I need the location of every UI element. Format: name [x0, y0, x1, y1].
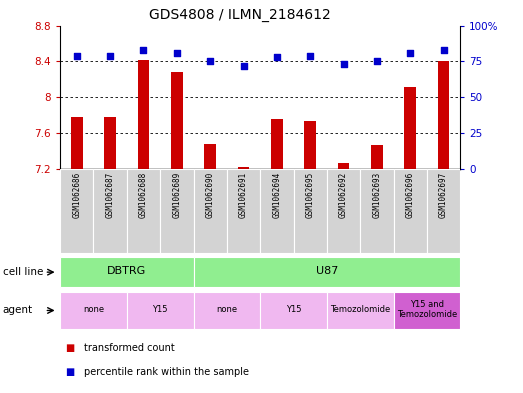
Text: GSM1062687: GSM1062687 — [106, 171, 115, 218]
Text: GSM1062692: GSM1062692 — [339, 171, 348, 218]
Bar — [60, 169, 94, 253]
Text: Y15: Y15 — [286, 305, 301, 314]
Bar — [94, 169, 127, 253]
Point — [306, 53, 314, 59]
Bar — [394, 292, 460, 329]
Text: GSM1062693: GSM1062693 — [372, 171, 381, 218]
Bar — [171, 72, 183, 169]
Text: GSM1062688: GSM1062688 — [139, 171, 148, 218]
Bar — [204, 144, 216, 169]
Bar — [160, 169, 194, 253]
Point — [272, 54, 281, 60]
Point — [139, 47, 147, 53]
Bar — [127, 292, 194, 329]
Bar — [227, 169, 260, 253]
Bar — [360, 169, 393, 253]
Bar — [304, 121, 316, 169]
Text: agent: agent — [3, 305, 33, 316]
Text: GSM1062689: GSM1062689 — [173, 171, 181, 218]
Bar — [260, 169, 293, 253]
Point — [106, 53, 115, 59]
Text: percentile rank within the sample: percentile rank within the sample — [84, 367, 248, 377]
Text: transformed count: transformed count — [84, 343, 175, 353]
Text: GSM1062696: GSM1062696 — [406, 171, 415, 218]
Bar — [127, 169, 160, 253]
Point — [206, 58, 214, 64]
Bar — [271, 119, 283, 169]
Bar — [327, 169, 360, 253]
Text: Y15 and
Temozolomide: Y15 and Temozolomide — [397, 300, 457, 320]
Bar — [194, 292, 260, 329]
Bar — [60, 257, 194, 287]
Point — [339, 61, 348, 68]
Bar — [427, 169, 460, 253]
Text: Temozolomide: Temozolomide — [330, 305, 390, 314]
Text: GSM1062690: GSM1062690 — [206, 171, 214, 218]
Text: none: none — [217, 305, 237, 314]
Bar — [260, 292, 327, 329]
Point — [439, 47, 448, 53]
Text: cell line: cell line — [3, 267, 43, 277]
Bar — [394, 169, 427, 253]
Point — [73, 53, 81, 59]
Text: ■: ■ — [65, 367, 75, 377]
Text: GSM1062695: GSM1062695 — [306, 171, 315, 218]
Text: U87: U87 — [316, 266, 338, 277]
Text: Y15: Y15 — [152, 305, 168, 314]
Bar — [194, 169, 227, 253]
Text: DBTRG: DBTRG — [107, 266, 146, 277]
Bar — [138, 60, 150, 169]
Text: GSM1062694: GSM1062694 — [272, 171, 281, 218]
Bar — [371, 145, 383, 169]
Bar — [60, 292, 127, 329]
Text: GSM1062697: GSM1062697 — [439, 171, 448, 218]
Bar — [404, 86, 416, 169]
Point — [240, 62, 248, 69]
Bar — [71, 117, 83, 169]
Text: GSM1062686: GSM1062686 — [72, 171, 81, 218]
Bar — [194, 257, 460, 287]
Title: GDS4808 / ILMN_2184612: GDS4808 / ILMN_2184612 — [149, 8, 331, 22]
Point — [406, 50, 414, 56]
Text: none: none — [83, 305, 104, 314]
Bar — [438, 61, 449, 169]
Bar — [104, 117, 116, 169]
Bar — [327, 292, 393, 329]
Point — [173, 50, 181, 56]
Point — [373, 58, 381, 64]
Text: ■: ■ — [65, 343, 75, 353]
Bar — [293, 169, 327, 253]
Text: GSM1062691: GSM1062691 — [239, 171, 248, 218]
Bar — [237, 167, 249, 169]
Bar — [338, 163, 349, 169]
